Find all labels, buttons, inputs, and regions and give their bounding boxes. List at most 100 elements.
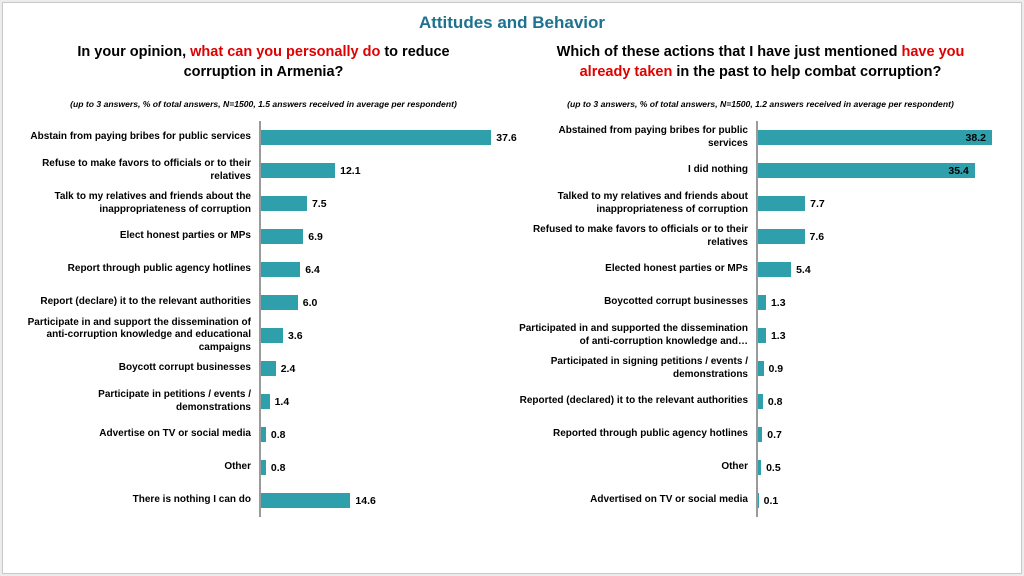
bar-chart-right: Abstained from paying bribes for public … xyxy=(518,121,1003,517)
bar-plot-area: 1.4 xyxy=(259,385,506,418)
bar-row: Participate in and support the dissemina… xyxy=(21,316,506,353)
title-text-pre: In your opinion, xyxy=(77,44,191,60)
bar xyxy=(758,460,762,475)
title-text-highlight: what can you personally do xyxy=(190,44,381,60)
value-label: 0.5 xyxy=(766,461,781,474)
bar-plot-area: 0.9 xyxy=(756,352,1003,385)
bar-plot-area: 0.8 xyxy=(756,385,1003,418)
bar xyxy=(261,229,304,244)
bar-plot-area: 2.4 xyxy=(259,352,506,385)
bar-plot-area: 0.1 xyxy=(756,484,1003,517)
value-label: 0.8 xyxy=(270,461,286,474)
bar-plot-area: 5.4 xyxy=(756,253,1003,286)
value-label: 12.1 xyxy=(340,164,361,177)
bar-row: Refuse to make favors to officials or to… xyxy=(21,154,506,187)
value-label: 6.0 xyxy=(302,296,318,309)
bar xyxy=(758,328,766,343)
category-label: Elected honest parties or MPs xyxy=(605,263,748,275)
value-label: 7.7 xyxy=(810,197,825,210)
value-label: 1.3 xyxy=(770,329,786,342)
category-label: Participate in and support the dissemina… xyxy=(27,316,251,353)
bar xyxy=(261,394,270,409)
bar-plot-area: 0.8 xyxy=(259,451,506,484)
bar-row: Participated in and supported the dissem… xyxy=(518,319,1003,352)
bar-plot-area: 35.4 xyxy=(756,154,1003,187)
bar-plot-area: 1.3 xyxy=(756,319,1003,352)
value-label: 0.9 xyxy=(768,362,784,375)
category-label: There is nothing I can do xyxy=(132,494,251,506)
value-label: 38.2 xyxy=(965,131,986,144)
bar xyxy=(758,196,806,211)
bar xyxy=(261,295,298,310)
category-label: I did nothing xyxy=(688,164,748,176)
bar-row: Reported (declared) it to the relevant a… xyxy=(518,385,1003,418)
category-label: Participated in signing petitions / even… xyxy=(550,356,748,380)
category-label: Reported (declared) it to the relevant a… xyxy=(519,395,748,407)
bar xyxy=(261,163,336,178)
bar xyxy=(758,427,763,442)
bar-plot-area: 1.3 xyxy=(756,286,1003,319)
category-label: Other xyxy=(721,461,748,473)
bar-plot-area: 7.7 xyxy=(756,187,1003,220)
bar xyxy=(758,229,805,244)
bar-row: Talked to my relatives and friends about… xyxy=(518,187,1003,220)
category-label: Refuse to make favors to officials or to… xyxy=(42,158,251,182)
category-label: Report (declare) it to the relevant auth… xyxy=(40,296,251,308)
value-label: 5.4 xyxy=(796,263,811,276)
bar-row: Reported through public agency hotlines 0… xyxy=(518,418,1003,451)
bar-row: I did nothing 35.4 xyxy=(518,154,1003,187)
category-label: Boycott corrupt businesses xyxy=(118,362,251,374)
charts-container: In your opinion, what can you personally… xyxy=(15,43,1009,517)
category-label: Abstained from paying bribes for public … xyxy=(558,125,748,149)
bar-plot-area: 6.9 xyxy=(259,220,506,253)
title-text-highlight: have you already taken xyxy=(579,44,965,80)
bar-row: There is nothing I can do 14.6 xyxy=(21,484,506,517)
bar-row: Abstain from paying bribes for public se… xyxy=(21,121,517,154)
bar xyxy=(261,328,284,343)
bar-plot-area: 6.0 xyxy=(259,286,506,319)
value-label: 6.9 xyxy=(308,230,323,243)
bar-plot-area: 12.1 xyxy=(259,154,506,187)
category-label: Reported through public agency hotlines xyxy=(552,428,748,440)
bar-row: Abstained from paying bribes for public … xyxy=(518,121,1003,154)
category-label: Boycotted corrupt businesses xyxy=(604,296,748,308)
bar-row: Advertised on TV or social media 0.1 xyxy=(518,484,1003,517)
category-label: Participated in and supported the dissem… xyxy=(519,323,748,347)
bar-plot-area: 38.2 xyxy=(756,121,1003,154)
value-label: 0.8 xyxy=(767,395,783,408)
chart-subtitle-right: (up to 3 answers, % of total answers, N=… xyxy=(567,99,954,109)
chart-panel-taken-actions: Which of these actions that I have just … xyxy=(512,43,1009,517)
value-label: 2.4 xyxy=(280,362,296,375)
value-label: 3.6 xyxy=(288,329,303,342)
value-label: 0.8 xyxy=(270,428,286,441)
category-label: Refused to make favors to officials or t… xyxy=(532,224,748,248)
value-label: 0.1 xyxy=(763,494,779,507)
bar: 38.2 xyxy=(758,130,992,145)
bar-plot-area: 14.6 xyxy=(259,484,506,517)
bar xyxy=(758,262,792,277)
bar-row: Participate in petitions / events / demo… xyxy=(21,385,506,418)
value-label: 7.5 xyxy=(311,197,327,210)
bar-row: Other 0.5 xyxy=(518,451,1003,484)
value-label: 35.4 xyxy=(948,164,969,177)
bar xyxy=(261,427,266,442)
category-label: Talked to my relatives and friends about… xyxy=(557,191,748,215)
category-label: Other xyxy=(224,461,251,473)
value-label: 37.6 xyxy=(496,131,517,144)
bar-row: Report through public agency hotlines 6.4 xyxy=(21,253,506,286)
chart-title-right: Which of these actions that I have just … xyxy=(518,43,1003,85)
bar xyxy=(758,394,763,409)
bar-plot-area: 37.6 xyxy=(259,121,517,154)
bar xyxy=(261,130,492,145)
category-label: Participate in petitions / events / demo… xyxy=(98,389,251,413)
bar-row: Report (declare) it to the relevant auth… xyxy=(21,286,506,319)
value-label: 6.4 xyxy=(305,263,320,276)
bar xyxy=(261,493,351,508)
value-label: 1.3 xyxy=(770,296,786,309)
bar-row: Elected honest parties or MPs 5.4 xyxy=(518,253,1003,286)
bar: 35.4 xyxy=(758,163,975,178)
bar-plot-area: 7.6 xyxy=(756,220,1003,253)
bar-row: Boycott corrupt businesses 2.4 xyxy=(21,352,506,385)
bar-row: Refused to make favors to officials or t… xyxy=(518,220,1003,253)
